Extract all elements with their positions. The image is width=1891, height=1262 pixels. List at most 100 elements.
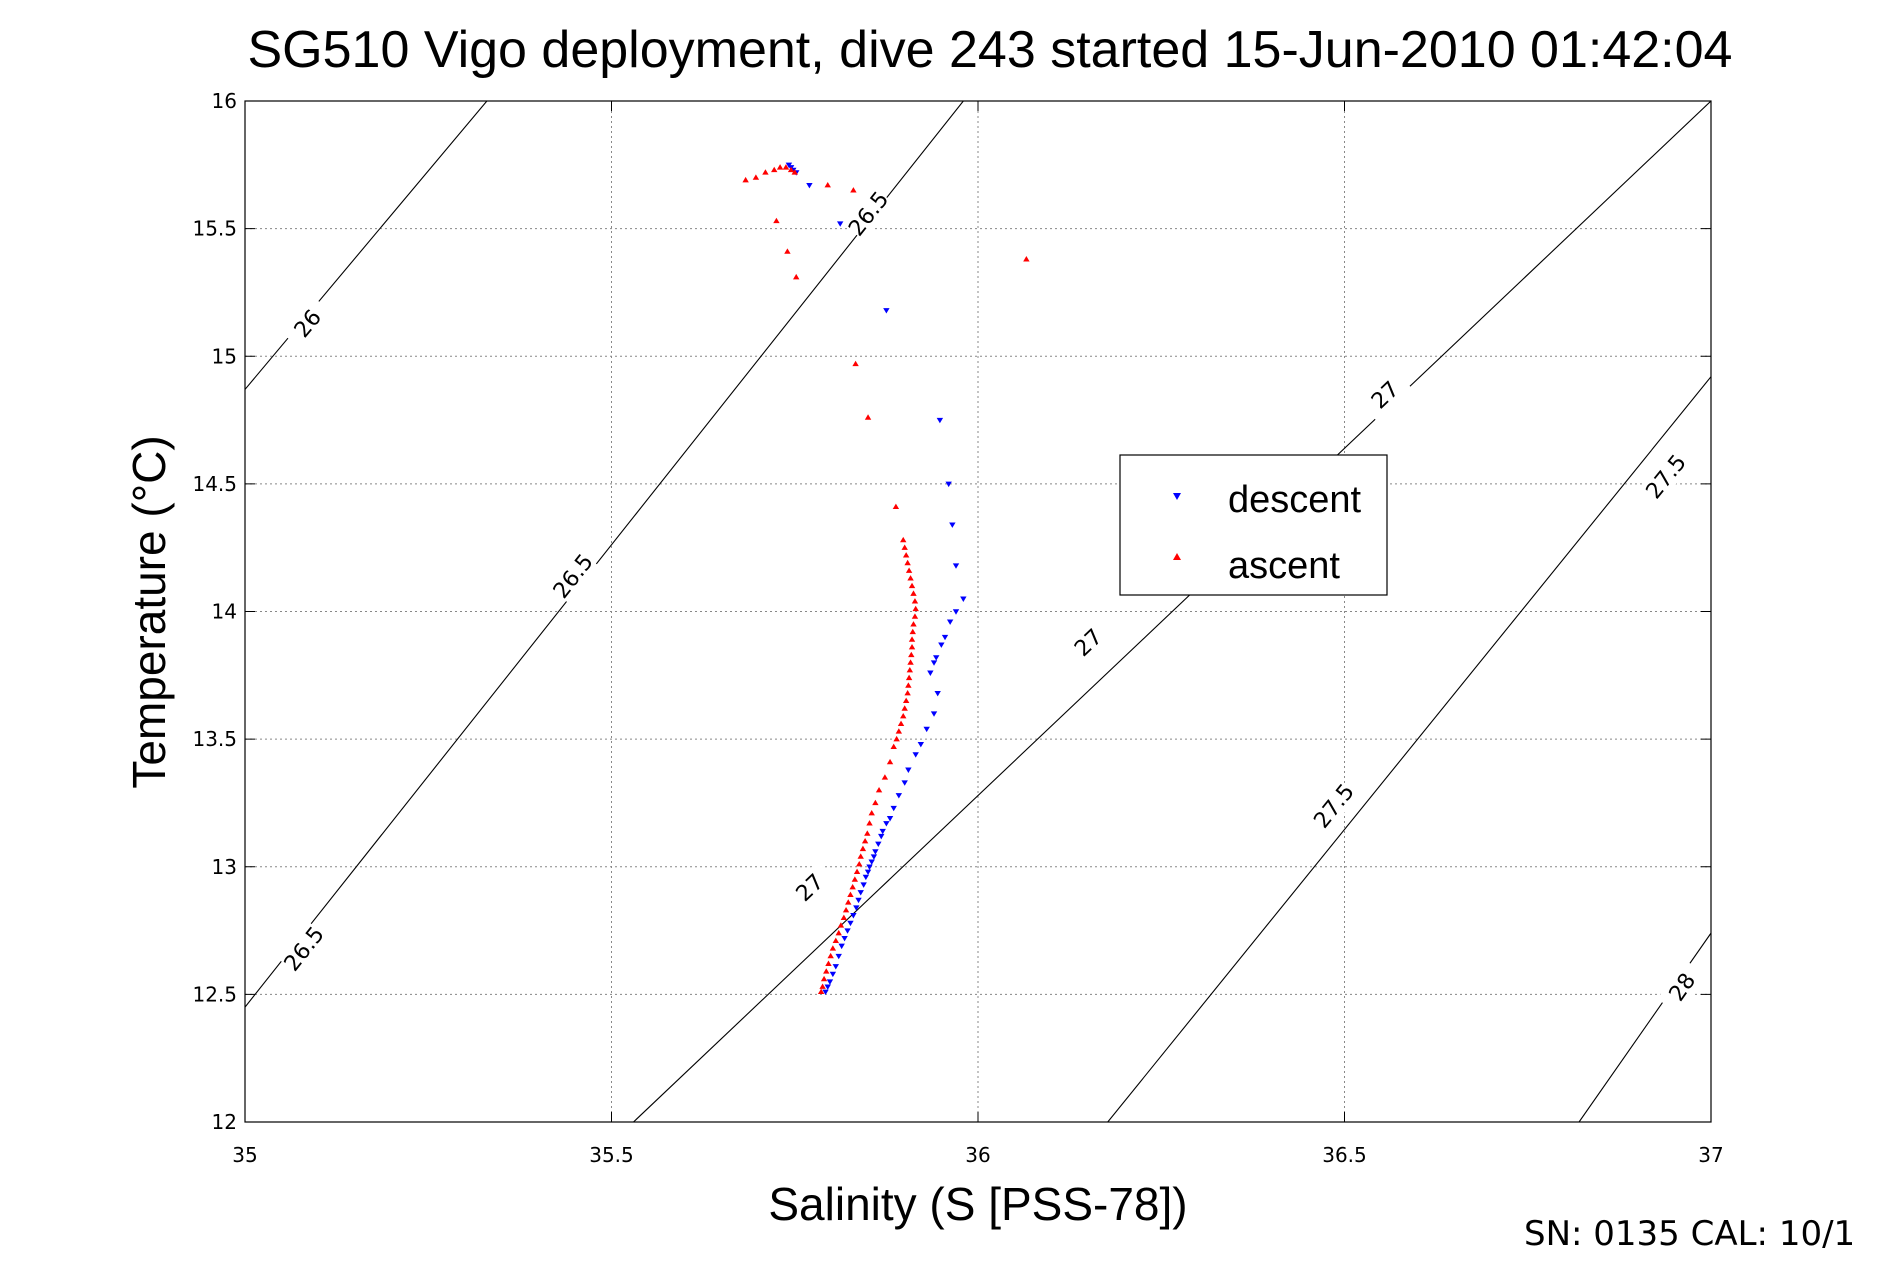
ascent-point — [907, 575, 914, 581]
ascent-point — [793, 273, 800, 280]
ascent-point — [908, 644, 916, 650]
density-contour-label-bg — [1657, 959, 1707, 1014]
descent-point — [875, 841, 882, 847]
ascent-point — [904, 559, 911, 566]
ascent-point — [892, 503, 900, 510]
descent-point — [857, 890, 864, 896]
ascent-point — [908, 582, 916, 589]
ascent-point — [787, 166, 795, 173]
ascent-point — [820, 975, 828, 982]
ascent-point — [910, 590, 917, 596]
y-tick-label: 15.5 — [192, 217, 237, 241]
x-tick-label: 35 — [232, 1143, 257, 1167]
descent-point — [872, 849, 879, 855]
chart-title: SG510 Vigo deployment, dive 243 started … — [248, 21, 1733, 79]
descent-point — [841, 936, 848, 942]
density-contour-label-bg — [1640, 449, 1691, 504]
ascent-point — [852, 360, 859, 367]
ascent-point — [864, 830, 871, 836]
descent-point — [890, 805, 897, 812]
density-contour-line — [245, 101, 488, 390]
ascent-point — [911, 613, 919, 619]
descent-point — [946, 619, 954, 625]
y-tick-label: 13.5 — [192, 727, 237, 751]
ascent-point — [905, 567, 913, 573]
descent-point — [905, 767, 912, 773]
ascent-point — [905, 682, 912, 688]
descent-point — [870, 854, 878, 860]
ascent-point — [823, 968, 830, 974]
ascent-point — [773, 217, 780, 224]
y-tick-label: 12.5 — [192, 982, 237, 1006]
x-tick-label: 37 — [1698, 1143, 1723, 1167]
ascent-point — [909, 628, 916, 635]
descent-point — [933, 655, 940, 661]
x-tick-label: 35.5 — [589, 1143, 634, 1167]
descent-point — [864, 869, 872, 876]
legend: descent ascent — [1119, 454, 1388, 596]
ascent-point — [901, 544, 908, 550]
ascent-point — [875, 786, 883, 793]
ascent-point — [784, 248, 791, 254]
ascent-point — [900, 712, 907, 719]
descent-point — [829, 971, 837, 978]
ascent-point — [850, 187, 857, 193]
ascent-point — [868, 809, 875, 816]
descent-point — [806, 183, 813, 189]
descent-point — [917, 742, 925, 748]
ascent-point — [853, 868, 861, 875]
ascent-point — [840, 914, 848, 920]
descent-point — [949, 522, 956, 528]
y-tick-label: 14 — [212, 600, 237, 624]
ascent-point — [782, 164, 790, 170]
ascent-point — [835, 929, 842, 936]
ascent-point — [861, 838, 869, 844]
ascent-point — [829, 945, 837, 951]
descent-point — [866, 864, 873, 870]
ascent-point — [859, 845, 867, 852]
ascent-point — [842, 906, 850, 913]
ascent-point — [864, 414, 872, 420]
descent-point — [952, 609, 960, 615]
calibration-footer: SN: 0135 CAL: 10/1 — [1524, 1214, 1855, 1254]
x-tick-label: 36.5 — [1322, 1143, 1367, 1167]
descent-point — [826, 979, 834, 985]
density-contour-line — [1107, 376, 1711, 1122]
ascent-point — [872, 799, 879, 806]
descent-point — [836, 221, 844, 227]
ascent-point — [827, 952, 834, 959]
density-contour-label-bg — [281, 296, 333, 350]
descent-point — [912, 752, 919, 758]
descent-point — [895, 793, 903, 799]
ascent-point — [912, 605, 919, 612]
ascent-point — [851, 876, 859, 882]
descent-point — [860, 882, 867, 888]
descent-point — [883, 308, 890, 314]
density-contour-label-bg — [1308, 778, 1359, 833]
descent-point — [938, 642, 945, 648]
ascent-point — [856, 860, 863, 867]
ascent-point — [762, 169, 769, 175]
descent-point — [844, 928, 851, 934]
ascent-point — [886, 758, 894, 765]
ascent-point — [742, 176, 749, 183]
ascent-point — [897, 720, 905, 727]
legend-box — [1119, 454, 1388, 596]
ascent-point — [902, 552, 910, 558]
descent-point — [853, 905, 860, 911]
ascent-point — [900, 536, 907, 543]
ascent-point — [837, 922, 845, 928]
y-tick-label: 16 — [212, 89, 237, 113]
ascent-point — [824, 182, 831, 188]
ascent-point — [881, 774, 889, 780]
descent-point — [883, 821, 890, 827]
descent-point — [901, 780, 908, 786]
ascent-point — [845, 899, 852, 905]
data-points — [742, 162, 1030, 996]
descent-point — [934, 690, 941, 697]
descent-point — [855, 897, 862, 904]
legend-ascent-label: ascent — [1228, 545, 1340, 587]
grid — [245, 101, 1711, 1122]
descent-point — [886, 816, 894, 822]
